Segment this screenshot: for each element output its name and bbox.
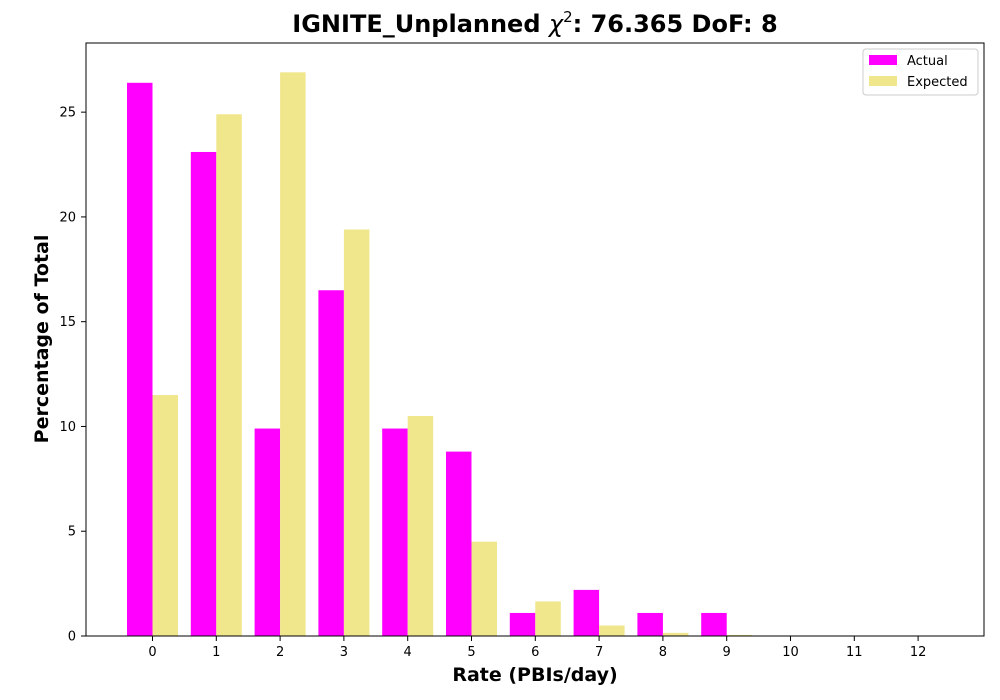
bar-actual-2 [254, 428, 281, 636]
y-tick-label-0: 0 [68, 630, 76, 645]
x-tick-label-9: 9 [723, 645, 731, 660]
bar-actual-4 [382, 428, 408, 636]
bar-actual-7 [573, 589, 600, 636]
y-tick-label-20: 20 [59, 210, 76, 225]
bar-actual-3 [318, 290, 344, 636]
x-tick-label-8: 8 [659, 645, 667, 660]
bar-expected-1 [216, 114, 242, 637]
bar-actual-0 [127, 82, 153, 636]
plot-frame [85, 42, 985, 637]
y-tick-label-15: 15 [59, 315, 76, 330]
chart-title-suffix: : 76.365 DoF: 8 [573, 10, 778, 38]
x-tick-label-7: 7 [595, 645, 603, 660]
x-tick-label-0: 0 [148, 645, 156, 660]
x-tick-label-11: 11 [846, 645, 863, 660]
bar-expected-5 [471, 541, 497, 636]
y-tick-label-25: 25 [59, 106, 76, 121]
legend-label-actual: Actual [907, 54, 948, 69]
chart-title-prefix: IGNITE_Unplanned [292, 10, 549, 38]
bar-expected-7 [599, 625, 625, 636]
x-tick-label-5: 5 [467, 645, 475, 660]
x-axis-label: Rate (PBIs/day) [452, 664, 617, 686]
y-ticks-group: 0 5 10 15 20 25 [59, 106, 86, 645]
bar-actual-8 [637, 612, 663, 636]
y-tick-label-10: 10 [59, 420, 76, 435]
y-tick-label-5: 5 [68, 525, 76, 540]
bar-expected-4 [407, 415, 434, 636]
x-tick-label-12: 12 [910, 645, 927, 660]
x-tick-label-6: 6 [531, 645, 539, 660]
bar-expected-2 [280, 72, 306, 637]
bar-expected-6 [535, 601, 561, 636]
bar-expected-3 [343, 229, 370, 637]
bar-actual-5 [446, 451, 472, 636]
chart-title-superscript: 2 [563, 8, 573, 26]
bar-expected-8 [662, 632, 689, 636]
bar-actual-9 [701, 612, 727, 636]
chart-title-chi: χ [547, 10, 564, 38]
chart-title: IGNITE_Unplanned χ2: 76.365 DoF: 8 [292, 8, 777, 38]
legend: Actual Expected [862, 48, 979, 96]
bar-expected-0 [152, 395, 178, 636]
y-axis-label: Percentage of Total [31, 235, 53, 444]
legend-swatch-actual [869, 55, 897, 65]
x-tick-label-4: 4 [404, 645, 412, 660]
x-tick-label-1: 1 [212, 645, 220, 660]
x-ticks-group: 0 1 2 3 4 5 6 7 8 9 10 11 12 [148, 636, 926, 660]
bar-expected-9 [726, 634, 753, 636]
legend-swatch-expected [869, 76, 897, 86]
x-tick-label-3: 3 [340, 645, 348, 660]
bar-actual-1 [190, 151, 217, 636]
bars-group [127, 72, 753, 637]
x-tick-label-10: 10 [782, 645, 799, 660]
x-tick-label-2: 2 [276, 645, 284, 660]
legend-label-expected: Expected [907, 75, 968, 90]
bar-actual-6 [509, 612, 536, 636]
